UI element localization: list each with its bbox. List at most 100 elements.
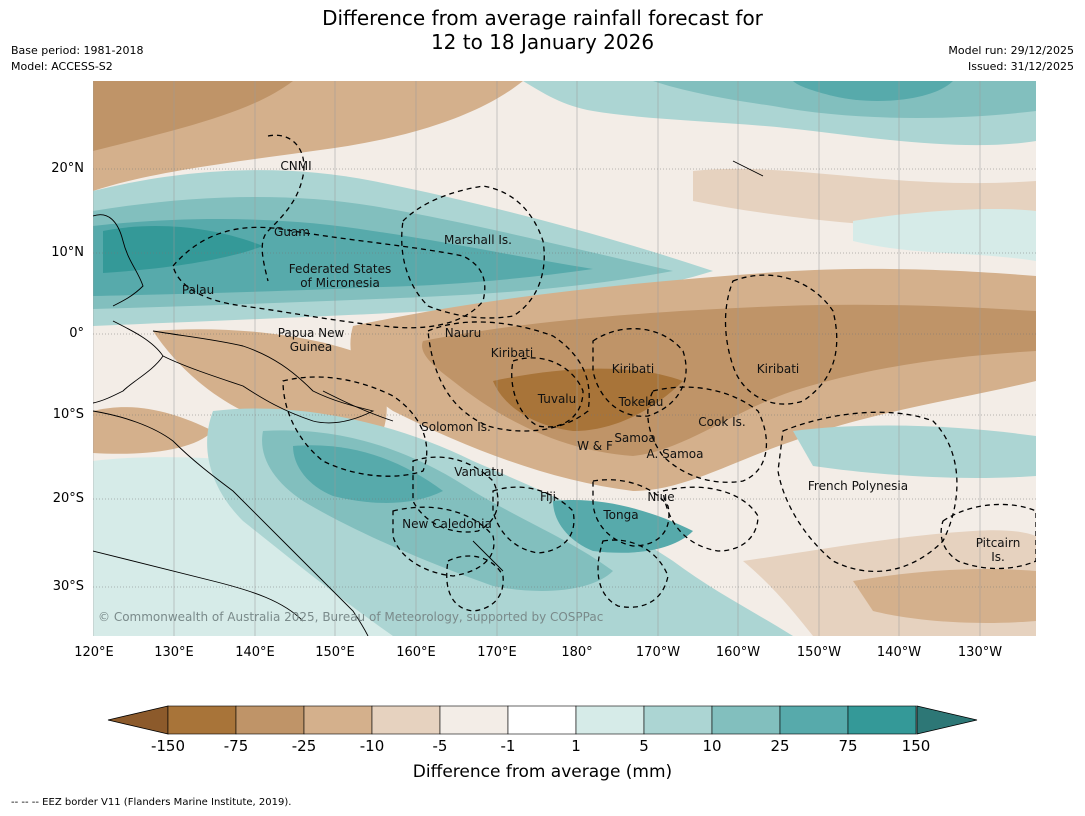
label-marshall: Marshall Is. [444,233,512,247]
philippines-coast [93,214,144,307]
eez-tuvalu [511,357,584,428]
colorbar-cell-9 [711,705,781,735]
lon-label-120e: 120°E [74,645,114,660]
eez-kiribati-phoenix [592,328,687,417]
lon-label-170e: 170°E [477,645,517,660]
colorbar-cell-6 [507,705,577,735]
label-new-caledonia: New Caledonia [402,517,492,531]
anomaly-east-south-wet [793,425,1036,478]
lon-label-150w: 150°W [796,645,842,660]
label-png-2: Guinea [290,340,333,354]
colorbar-extend-high [916,705,978,735]
label-tuvalu: Tuvalu [537,392,577,406]
eez-cnmi [261,134,305,282]
label-fsm-2: of Micronesia [300,276,380,290]
australia-east-coast [93,410,369,636]
coastlines [93,160,764,636]
eez-new-caledonia [392,506,495,577]
colorbar-cell-7 [575,705,645,735]
eez-legend-note: -- -- -- EEZ border V11 (Flanders Marine… [11,797,292,808]
eez-tonga [597,539,669,608]
model-name: Model: ACCESS-S2 [11,60,113,73]
label-vanuatu: Vanuatu [454,465,504,479]
copyright-notice: © Commonwealth of Australia 2025, Bureau… [98,610,603,624]
colorbar-cell-1 [167,705,237,735]
colorbar-cell-11 [847,705,917,735]
australia-south-coast [93,550,304,622]
eez-kiribati-line [724,274,838,405]
anomaly-itcz-wet-core [103,226,263,273]
colorbar-cell-5 [439,705,509,735]
lon-label-130w: 130°W [957,645,1003,660]
anomaly-central-dry-core [493,368,683,431]
sulawesi-coast [93,320,164,404]
map-panel: CNMI Guam Marshall Is. Federated States … [93,81,1036,636]
colorbar-cell-8 [643,705,713,735]
label-french-polynesia: French Polynesia [808,479,908,493]
lat-label-20s: 20°S [52,491,84,506]
label-niue: Niue [647,490,674,504]
anomaly-png-dry [153,329,387,435]
label-nauru: Nauru [445,326,481,340]
eez-niue [662,486,759,552]
colorbar-cell-3 [303,705,373,735]
title-line-2: 12 to 18 January 2026 [430,30,655,54]
lon-label-180: 180° [561,645,593,660]
lon-label-160e: 160°E [396,645,436,660]
lon-label-140w: 140°W [876,645,922,660]
colorbar-cell-10 [779,705,849,735]
lat-label-10n: 10°N [51,245,84,260]
eez-marshall [401,185,545,319]
eez-solomon [282,376,428,477]
chart-title: Difference from average rainfall forecas… [0,6,1085,54]
label-kiribati-east: Kiribati [757,362,799,376]
hawaii-coast [732,160,764,177]
cb-label-10: 75 [838,737,858,755]
base-period: Base period: 1981-2018 [11,44,144,57]
label-kiribati-central: Kiribati [612,362,654,376]
lat-label-30s: 30°S [52,579,84,594]
anomaly-northeast-wet-strong [653,81,1036,118]
map-svg: CNMI Guam Marshall Is. Federated States … [93,81,1036,636]
cb-label-11: 150 [901,737,931,755]
colorbar-cell-4 [371,705,441,735]
eez-vanuatu [412,456,499,533]
label-palau: Palau [182,283,214,297]
eez-kiribati-gilbert [427,321,590,432]
label-guam: Guam [274,225,310,239]
cb-label-7: 5 [639,737,649,755]
label-samoa: Samoa [614,431,655,445]
lon-label-140e: 140°E [235,645,275,660]
anomaly-arafura-dry [93,407,213,454]
eez-fiji [492,486,575,554]
lat-label-0: 0° [69,326,84,341]
eez-fsm [172,226,486,329]
label-kiribati-west: Kiribati [491,346,533,360]
cb-label-3: -10 [359,737,385,755]
eez-cook [647,386,768,483]
colorbar [107,705,978,735]
label-cnmi: CNMI [280,159,311,173]
label-solomon: Solomon Is. [421,420,491,434]
eez-borders [172,134,1036,612]
cb-label-8: 10 [702,737,722,755]
label-fsm-1: Federated States [289,262,391,276]
lon-label-170w: 170°W [635,645,681,660]
cb-label-6: 1 [571,737,581,755]
cb-label-5: -1 [500,737,516,755]
label-pitcairn-2: Is. [991,550,1005,564]
meta-left: Base period: 1981-2018 Model: ACCESS-S2 [11,43,143,75]
colorbar-extend-low [107,705,169,735]
lat-label-20n: 20°N [51,161,84,176]
label-american-samoa: A. Samoa [647,447,704,461]
cb-label-1: -75 [223,737,249,755]
label-pitcairn-1: Pitcairn [976,536,1021,550]
lon-label-130e: 130°E [154,645,194,660]
graticule [93,168,1036,588]
lat-label-10s: 10°S [52,407,84,422]
meridians [93,81,981,636]
solomon-islands-coast [322,390,394,422]
label-wallis-futuna: W & F [577,439,613,453]
label-tonga: Tonga [602,508,638,522]
eez-pitcairn [940,503,1036,570]
